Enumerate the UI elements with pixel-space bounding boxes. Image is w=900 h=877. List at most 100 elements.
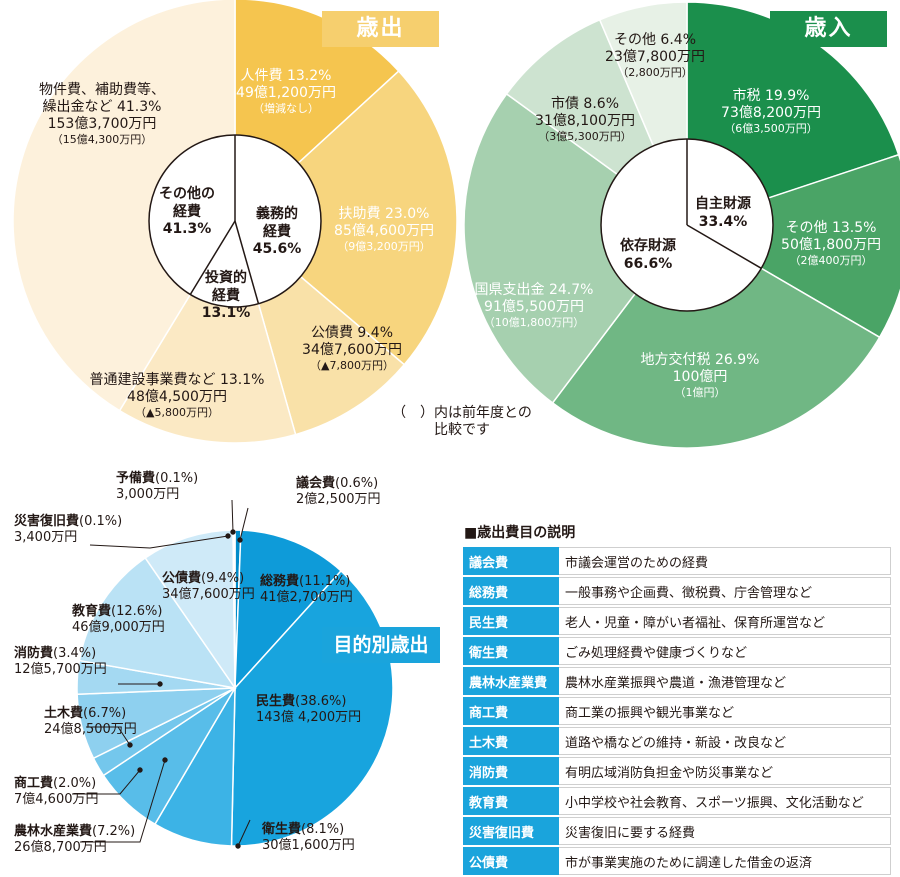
table-row: 商工費 商工業の振興や観光事業など — [463, 697, 891, 725]
rev-label-city-bond-amount: 31億8,100万円 — [535, 113, 635, 130]
exp-center-investment-line2: 経費 — [212, 287, 240, 304]
table-row-key: 教育費 — [463, 787, 559, 815]
leader-line — [80, 759, 166, 843]
pur-label-shobo-pct: (3.4%) — [53, 646, 97, 661]
rev-label-local-alloc-name: 地方交付税 26.9% — [640, 352, 760, 368]
exp-center-other-line2: 経費 — [173, 203, 201, 220]
pur-label-minsei-pct: (38.6%) — [295, 694, 347, 709]
pur-label-doboku-amount: 24億8,500万円 — [44, 721, 137, 737]
pur-slice-11 — [233, 529, 236, 689]
pur-label-gikai-name: 議会費 — [296, 476, 336, 491]
table-row-key: 農林水産業費 — [463, 667, 559, 695]
table-row: 公債費 市が事業実施のために調達した借金の返済 — [463, 847, 891, 875]
rev-label-other-dep-amount: 23億7,800万円 — [605, 49, 705, 66]
leader-dot — [235, 843, 241, 849]
rev-center-own-line2: 33.4% — [698, 213, 748, 230]
pur-label-somu-amount: 41億2,700万円 — [260, 589, 353, 605]
table-row-desc: 老人・児童・障がい者福祉、保育所運営など — [559, 607, 891, 635]
exp-label-welfare-amount: 85億4,600万円 — [334, 223, 434, 240]
leader-line — [72, 769, 141, 795]
leader-dot — [225, 533, 231, 539]
pur-label-shoko-pct: (2.0%) — [53, 776, 97, 791]
exp-label-construction-name: 普通建設事業費など 13.1% — [89, 372, 265, 388]
pur-label-kosai-name: 公債費 — [162, 571, 202, 586]
pur-label-minsei-name: 民生費 — [256, 694, 296, 709]
leader-line — [86, 726, 131, 746]
exp-label-construction-diff: （▲5,800万円） — [135, 406, 219, 420]
rev-label-city-tax: 市税 19.9% 73億8,200万円 （6億3,500万円） — [716, 88, 826, 136]
exp-label-welfare: 扶助費 23.0% 85億4,600万円 （9億3,200万円） — [330, 206, 438, 254]
table-row: 民生費 老人・児童・障がい者福祉、保育所運営など — [463, 607, 891, 635]
leader-dot — [127, 742, 133, 748]
pur-label-saigai-name: 災害復旧費 — [14, 514, 80, 529]
table-row-key: 衛生費 — [463, 637, 559, 665]
rev-slice-2 — [551, 224, 881, 449]
comparison-note-line1: （ ）内は前年度との — [392, 405, 532, 421]
pur-label-minsei-amount: 143億 4,200万円 — [256, 709, 362, 725]
pur-label-shoko: 商工費(2.0%) 7億4,600万円 — [14, 776, 99, 808]
rev-label-city-tax-diff: （6億3,500万円） — [724, 122, 818, 136]
comparison-note-line2: 比較です — [434, 422, 490, 439]
table-row-key: 土木費 — [463, 727, 559, 755]
table-row-key: 消防費 — [463, 757, 559, 785]
pur-label-shobo-name: 消防費 — [14, 646, 54, 661]
rev-center-own: 自主財源 33.4% — [688, 196, 758, 231]
exp-inner-divider — [234, 220, 260, 304]
pur-label-doboku-pct: (6.7%) — [83, 706, 127, 721]
pur-label-saigai-pct: (0.1%) — [79, 514, 123, 529]
leader-line — [231, 499, 234, 533]
table-row-desc: 災害復旧に要する経費 — [559, 817, 891, 845]
pur-label-norin-pct: (7.2%) — [92, 824, 136, 839]
pur-label-eisei: 衛生費(8.1%) 30億1,600万円 — [262, 822, 355, 854]
expense-description-table: 議会費 市議会運営のための経費 総務費 一般事務や企画費、徴税費、庁舎管理など 民生費老… — [463, 545, 891, 877]
exp-label-construction: 普通建設事業費など 13.1% 48億4,500万円 （▲5,800万円） — [82, 372, 272, 420]
rev-center-own-line1: 自主財源 — [695, 196, 751, 212]
pur-label-eisei-name: 衛生費 — [262, 822, 302, 837]
exp-inner-divider — [189, 220, 236, 295]
pur-slice-8 — [78, 556, 237, 690]
rev-slice-1 — [685, 153, 900, 339]
purpose-badge: 目的別歳出 — [322, 627, 440, 663]
pur-slice-1 — [234, 529, 343, 691]
pur-label-kyoiku-amount: 46億9,000万円 — [72, 619, 165, 635]
exp-center-other-line3: 41.3% — [162, 221, 212, 237]
pur-label-kosai: 公債費(9.4%) 34億7,600万円 — [162, 571, 255, 603]
rev-label-subsidy-amount: 91億5,500万円 — [484, 299, 584, 316]
purpose-leader-lines — [72, 499, 251, 849]
pur-label-saigai-amount: 3,400万円 — [14, 529, 78, 545]
pur-label-somu-name: 総務費 — [260, 574, 300, 589]
pur-label-doboku: 土木費(6.7%) 24億8,500万円 — [44, 706, 137, 738]
exp-center-investment-line1: 投資的 — [205, 270, 247, 286]
table-row-key: 商工費 — [463, 697, 559, 725]
exp-center-other: その他の 経費 41.3% — [152, 186, 222, 239]
leader-line — [237, 819, 251, 847]
pur-label-saigai: 災害復旧費(0.1%) 3,400万円 — [14, 514, 122, 546]
exp-slice-4 — [12, 0, 236, 412]
rev-label-city-tax-name: 市税 19.9% — [732, 88, 810, 104]
rev-label-local-alloc-amount: 100億円 — [672, 369, 728, 386]
leader-dot — [237, 537, 243, 543]
rev-label-city-bond: 市債 8.6% 31億8,100万円 （3億5,300万円） — [530, 96, 640, 144]
table-row-desc: 農林水産業振興や農道・漁港管理など — [559, 667, 891, 695]
table-row-key: 総務費 — [463, 577, 559, 605]
exp-label-debt-name: 公債費 9.4% — [310, 325, 394, 341]
table-row-desc: 市が事業実施のために調達した借金の返済 — [559, 847, 891, 875]
pur-label-shobo: 消防費(3.4%) 12億5,700万円 — [14, 646, 107, 678]
table-row-desc: 一般事務や企画費、徴税費、庁舎管理など — [559, 577, 891, 605]
exp-label-goods-name2: 繰出金など 41.3% — [42, 99, 162, 116]
exp-label-goods-diff: （15億4,300万円） — [51, 133, 153, 147]
comparison-note: （ ）内は前年度との 比較です — [382, 405, 542, 439]
rev-inner-divider — [686, 224, 762, 269]
exp-label-personnel-amount: 49億1,200万円 — [236, 85, 336, 102]
table-row: 消防費 有明広域消防負担金や防災事業など — [463, 757, 891, 785]
table-row-desc: 小中学校や社会教育、スポーツ振興、文化活動など — [559, 787, 891, 815]
pur-label-norin: 農林水産業費(7.2%) 26億8,700万円 — [14, 824, 135, 856]
exp-label-goods-amount: 153億3,700万円 — [47, 116, 157, 133]
exp-center-investment-line3: 13.1% — [201, 305, 251, 321]
exp-label-debt-diff: （▲7,800万円） — [310, 359, 394, 373]
rev-label-other-own: その他 13.5% 50億1,800万円 （2億400万円） — [776, 220, 886, 268]
rev-label-other-dep-name: その他 6.4% — [613, 32, 697, 48]
exp-label-personnel-diff: （増減なし） — [253, 102, 319, 116]
expenditure-inner-pie — [148, 134, 322, 308]
pur-label-yobi-amount: 3,000万円 — [116, 486, 180, 502]
